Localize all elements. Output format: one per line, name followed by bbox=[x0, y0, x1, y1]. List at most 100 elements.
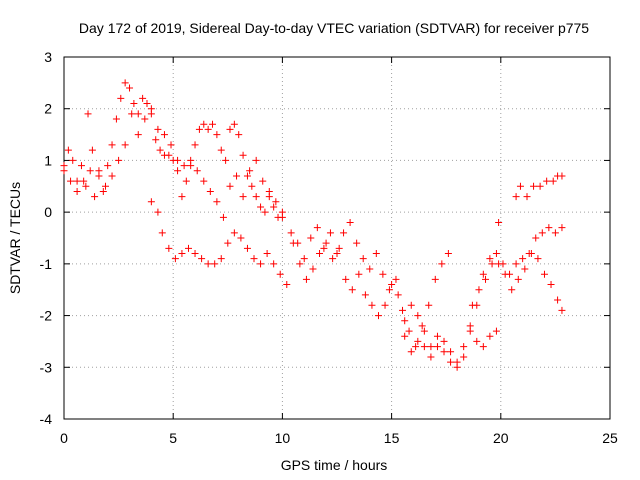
data-point bbox=[300, 255, 308, 263]
data-point bbox=[128, 110, 136, 118]
y-tick-label: 3 bbox=[44, 49, 52, 65]
data-point bbox=[460, 353, 468, 361]
grid-lines bbox=[64, 57, 610, 419]
data-point bbox=[187, 156, 195, 164]
data-point bbox=[355, 270, 363, 278]
data-point bbox=[104, 162, 112, 170]
data-point bbox=[239, 193, 247, 201]
data-point bbox=[108, 141, 116, 149]
data-point bbox=[213, 198, 221, 206]
data-point bbox=[320, 244, 328, 252]
data-point bbox=[348, 286, 356, 294]
data-series bbox=[60, 105, 286, 221]
data-point bbox=[468, 301, 476, 309]
x-axis-label: GPS time / hours bbox=[281, 457, 388, 473]
data-point bbox=[475, 286, 483, 294]
data-point bbox=[322, 239, 330, 247]
data-point bbox=[425, 301, 433, 309]
data-point bbox=[198, 255, 206, 263]
data-point bbox=[60, 162, 68, 170]
data-point bbox=[178, 250, 186, 258]
data-point bbox=[427, 353, 435, 361]
data-point bbox=[143, 100, 151, 108]
data-point bbox=[516, 182, 524, 190]
axis-ticks: 0 5 10 15 20 25 -4 -3 -2 -1 0 1 2 3 bbox=[40, 49, 618, 446]
data-point bbox=[154, 208, 162, 216]
y-tick-label: 1 bbox=[44, 152, 52, 168]
data-point bbox=[182, 177, 190, 185]
data-point bbox=[440, 348, 448, 356]
data-point bbox=[401, 317, 409, 325]
data-point bbox=[374, 312, 382, 320]
data-point bbox=[217, 255, 225, 263]
data-point bbox=[407, 348, 415, 356]
data-point bbox=[121, 79, 129, 87]
data-point bbox=[538, 229, 546, 237]
data-point bbox=[278, 213, 286, 221]
data-point bbox=[412, 343, 420, 351]
data-point bbox=[99, 187, 107, 195]
data-point bbox=[536, 182, 544, 190]
data-point bbox=[501, 270, 509, 278]
data-point bbox=[154, 125, 162, 133]
data-point bbox=[233, 172, 241, 180]
data-point bbox=[433, 332, 441, 340]
data-point bbox=[217, 146, 225, 154]
data-point bbox=[184, 244, 192, 252]
data-point bbox=[453, 358, 461, 366]
data-point bbox=[551, 229, 559, 237]
data-point bbox=[64, 146, 72, 154]
data-point bbox=[115, 156, 123, 164]
data-point bbox=[91, 193, 99, 201]
data-point bbox=[353, 239, 361, 247]
data-point bbox=[211, 260, 219, 268]
data-point bbox=[80, 177, 88, 185]
data-point bbox=[195, 125, 203, 133]
data-point bbox=[134, 110, 142, 118]
data-point bbox=[512, 260, 520, 268]
data-point bbox=[431, 275, 439, 283]
data-point bbox=[287, 229, 295, 237]
data-point bbox=[479, 343, 487, 351]
data-point bbox=[191, 250, 199, 258]
data-point bbox=[368, 301, 376, 309]
data-point bbox=[226, 125, 234, 133]
data-point bbox=[88, 146, 96, 154]
data-series bbox=[468, 250, 566, 314]
data-point bbox=[263, 250, 271, 258]
x-tick-label: 20 bbox=[493, 430, 509, 446]
data-point bbox=[206, 187, 214, 195]
data-point bbox=[342, 275, 350, 283]
data-point bbox=[346, 218, 354, 226]
data-point bbox=[246, 167, 254, 175]
data-point bbox=[230, 120, 238, 128]
data-point bbox=[174, 156, 182, 164]
data-point bbox=[167, 141, 175, 149]
x-tick-label: 10 bbox=[275, 430, 291, 446]
x-tick-label: 5 bbox=[169, 430, 177, 446]
data-point bbox=[204, 260, 212, 268]
data-point bbox=[200, 120, 208, 128]
data-point bbox=[405, 327, 413, 335]
data-point bbox=[486, 332, 494, 340]
data-point bbox=[165, 244, 173, 252]
data-point bbox=[558, 306, 566, 314]
data-point bbox=[237, 234, 245, 242]
x-tick-label: 15 bbox=[384, 430, 400, 446]
data-point bbox=[361, 291, 369, 299]
data-point bbox=[460, 343, 468, 351]
data-point bbox=[532, 234, 540, 242]
data-point bbox=[420, 327, 428, 335]
data-point bbox=[134, 131, 142, 139]
data-point bbox=[392, 275, 400, 283]
data-point bbox=[101, 182, 109, 190]
data-point bbox=[152, 136, 160, 144]
data-point bbox=[388, 281, 396, 289]
data-point bbox=[326, 229, 334, 237]
data-point bbox=[512, 193, 520, 201]
data-point bbox=[549, 177, 557, 185]
data-series bbox=[147, 198, 291, 289]
data-point bbox=[252, 156, 260, 164]
data-point bbox=[296, 260, 304, 268]
data-series bbox=[401, 322, 500, 366]
